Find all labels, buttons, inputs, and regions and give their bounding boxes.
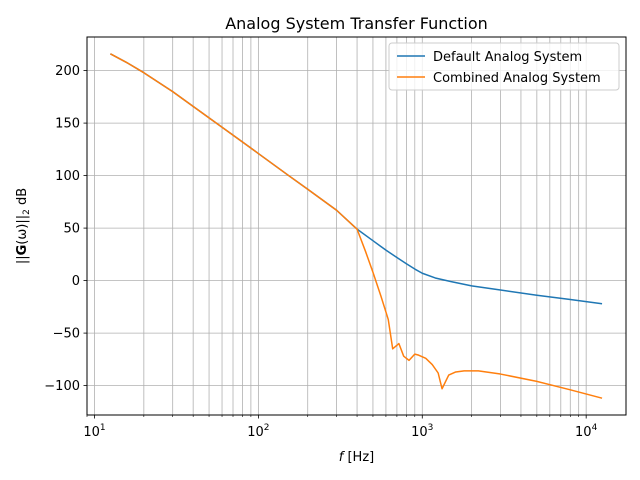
y-axis-label: ||G(ω)||2 dB — [15, 188, 32, 264]
y-tick-label: 100 — [55, 169, 80, 184]
y-tick-label: −100 — [44, 379, 80, 394]
y-tick-label: 150 — [55, 117, 80, 132]
y-axis-label-bold: G — [15, 245, 30, 256]
x-axis-label-symbol: f — [339, 450, 346, 465]
x-tick-label: 104 — [575, 423, 598, 440]
y-axis-label-post: dB — [15, 188, 30, 209]
x-tick-label: 103 — [411, 423, 433, 440]
series-line-2 — [110, 53, 603, 399]
y-axis-label-pre: || — [15, 255, 30, 264]
series-lines — [110, 53, 603, 399]
chart-title: Analog System Transfer Function — [225, 14, 488, 33]
legend-entry: Combined Analog System — [433, 71, 601, 86]
y-axis-label-mid: (ω)|| — [15, 215, 30, 245]
x-tick-label: 101 — [83, 423, 105, 440]
plot-frame — [86, 36, 627, 416]
grid-lines — [87, 37, 626, 415]
x-axis-label: f [Hz] — [339, 450, 374, 465]
axis-ticks: 200 150 100 50 0 −50 −100 101 102 103 104 — [44, 64, 597, 440]
y-tick-label: 200 — [55, 64, 80, 79]
y-tick-label: 0 — [72, 274, 80, 289]
x-axis-label-unit: [Hz] — [343, 450, 374, 465]
y-tick-label: −50 — [53, 327, 80, 342]
legend: Default Analog System Combined Analog Sys… — [388, 42, 620, 91]
y-axis-label-sub: 2 — [22, 209, 32, 215]
legend-entry: Default Analog System — [433, 50, 582, 65]
legend-box — [388, 42, 620, 91]
y-tick-label: 50 — [63, 222, 80, 237]
x-tick-label: 102 — [247, 423, 269, 440]
